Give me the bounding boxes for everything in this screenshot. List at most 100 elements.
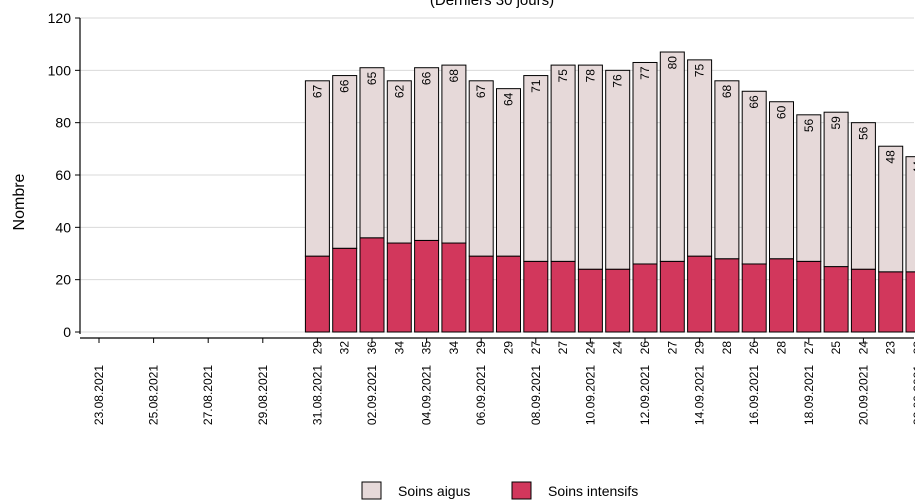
- data-label-soins-intensifs: 24: [611, 341, 625, 355]
- y-tick-label: 80: [55, 115, 71, 131]
- bar-soins-intensifs: [796, 260, 822, 333]
- y-tick-label: 40: [55, 219, 71, 235]
- bar-soins-aigus: [632, 61, 658, 265]
- bar-soins-aigus: [550, 64, 576, 262]
- data-label-soins-aigus: 77: [638, 66, 652, 80]
- bar-soins-intensifs: [386, 242, 412, 333]
- bar-soins-intensifs: [304, 255, 330, 333]
- data-label-soins-intensifs: 24: [856, 341, 870, 355]
- y-tick-label: 60: [55, 167, 71, 183]
- bar-soins-intensifs: [605, 268, 631, 333]
- data-label-soins-aigus: 59: [829, 116, 843, 130]
- bar-soins-aigus: [850, 122, 876, 270]
- bar-soins-aigus: [523, 75, 549, 262]
- bar-soins-intensifs: [823, 266, 849, 333]
- bar-soins-aigus: [332, 75, 358, 249]
- bar-soins-aigus: [496, 88, 521, 257]
- bar-soins-intensifs: [741, 263, 767, 333]
- bar-soins-aigus: [687, 59, 713, 257]
- data-label-soins-intensifs: 24: [583, 341, 597, 355]
- legend-label: Soins intensifs: [548, 483, 638, 499]
- data-label-soins-aigus: 65: [365, 71, 379, 85]
- data-label-soins-aigus: 68: [447, 69, 461, 83]
- x-tick-label: 16.09.2021: [747, 365, 761, 425]
- bar-soins-intensifs: [769, 258, 794, 333]
- data-label-soins-aigus: 76: [611, 74, 625, 88]
- x-tick-label: 10.09.2021: [583, 365, 597, 425]
- bar-soins-intensifs: [659, 260, 685, 333]
- data-label-soins-aigus: 62: [392, 84, 406, 98]
- x-tick-label: 18.09.2021: [802, 365, 816, 425]
- data-label-soins-aigus: 78: [583, 69, 597, 83]
- data-label-soins-intensifs: 34: [447, 341, 461, 355]
- bar-soins-aigus: [823, 111, 849, 268]
- bar-soins-aigus: [414, 67, 440, 241]
- data-label-soins-aigus: 75: [556, 69, 570, 83]
- y-axis-title: Nombre: [11, 173, 28, 230]
- x-tick-label: 27.08.2021: [201, 365, 215, 425]
- data-label-soins-aigus: 56: [856, 126, 870, 140]
- bar-soins-aigus: [769, 101, 794, 260]
- bar-soins-intensifs: [359, 237, 385, 333]
- data-label-soins-intensifs: 27: [529, 341, 543, 355]
- data-label-soins-intensifs: 26: [747, 341, 761, 355]
- data-label-soins-aigus: 60: [775, 105, 789, 119]
- bar-soins-intensifs: [523, 260, 549, 333]
- x-tick-label: 12.09.2021: [638, 365, 652, 425]
- data-label-soins-intensifs: 28: [775, 341, 789, 355]
- data-label-soins-aigus: 75: [693, 64, 707, 78]
- data-label-soins-aigus: 48: [884, 150, 898, 164]
- bar-soins-intensifs: [577, 268, 603, 333]
- legend: Soins aigus Soins intensifs: [361, 481, 638, 500]
- data-label-soins-intensifs: 23: [911, 341, 915, 355]
- data-label-soins-intensifs: 27: [556, 341, 570, 355]
- legend-label: Soins aigus: [398, 483, 470, 499]
- x-tick-label: 23.08.2021: [92, 365, 106, 425]
- bars: 67 29 66 32 65 36 62 34 66 35 68 34 67 29 64 29 71 27 75 27…: [304, 51, 915, 355]
- data-label-soins-intensifs: 27: [665, 341, 679, 355]
- bar-soins-intensifs: [441, 242, 467, 333]
- bar-soins-intensifs: [414, 239, 440, 333]
- data-label-soins-aigus: 68: [720, 84, 734, 98]
- x-tick-label: 08.09.2021: [529, 365, 543, 425]
- bar-soins-aigus: [659, 51, 685, 262]
- legend-swatch: [511, 481, 532, 500]
- bar-soins-aigus: [468, 80, 494, 257]
- bar-soins-intensifs: [850, 268, 876, 333]
- y-tick-label: 0: [63, 324, 71, 340]
- x-tick-label: 02.09.2021: [365, 365, 379, 425]
- bar-soins-aigus: [359, 67, 385, 239]
- data-label-soins-aigus: 66: [338, 79, 352, 93]
- bar-soins-intensifs: [632, 263, 658, 333]
- bar-soins-aigus: [386, 80, 412, 244]
- bar-soins-intensifs: [714, 258, 740, 333]
- x-tick-label: 04.09.2021: [420, 365, 434, 425]
- data-label-soins-intensifs: 29: [474, 341, 488, 355]
- y-tick-label: 100: [48, 62, 72, 78]
- data-label-soins-intensifs: 29: [502, 341, 516, 355]
- data-label-soins-intensifs: 29: [693, 341, 707, 355]
- bar-soins-intensifs: [905, 271, 915, 333]
- bar-soins-aigus: [905, 156, 915, 273]
- data-label-soins-intensifs: 27: [802, 341, 816, 355]
- data-label-soins-intensifs: 25: [829, 341, 843, 355]
- bar-soins-intensifs: [332, 247, 358, 333]
- data-label-soins-aigus: 71: [529, 79, 543, 93]
- bar-soins-intensifs: [468, 255, 494, 333]
- bar-soins-aigus: [304, 80, 330, 257]
- x-tick-label: 31.08.2021: [310, 365, 324, 425]
- x-axis: 23.08.2021 25.08.2021 27.08.2021 29.08.2021…: [80, 337, 915, 425]
- bar-soins-aigus: [441, 64, 467, 244]
- data-label-soins-aigus: 66: [420, 71, 434, 85]
- data-label-soins-intensifs: 23: [884, 341, 898, 355]
- data-label-soins-intensifs: 26: [638, 341, 652, 355]
- data-label-soins-aigus: 64: [502, 92, 516, 106]
- x-tick-label: 29.08.2021: [256, 365, 270, 425]
- x-tick-label: 14.09.2021: [693, 365, 707, 425]
- bar-soins-aigus: [577, 64, 603, 270]
- data-label-soins-intensifs: 32: [338, 341, 352, 355]
- bar-soins-aigus: [878, 145, 904, 273]
- bar-soins-aigus: [714, 80, 740, 260]
- data-label-soins-aigus: 80: [665, 56, 679, 70]
